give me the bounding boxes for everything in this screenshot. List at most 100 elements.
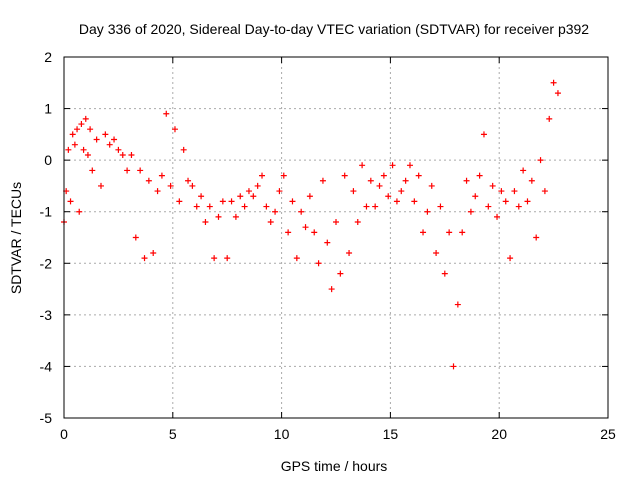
data-point [272, 208, 279, 215]
data-point [180, 146, 187, 153]
plot-frame [63, 56, 609, 419]
data-point [446, 229, 453, 236]
data-point [363, 203, 370, 210]
data-point [311, 229, 318, 236]
data-point [163, 110, 170, 117]
data-point [498, 188, 505, 195]
data-point [154, 188, 161, 195]
data-point [533, 234, 540, 241]
data-point [289, 198, 296, 205]
data-point [546, 115, 553, 122]
x-axis-label: GPS time / hours [281, 458, 388, 474]
data-point [254, 182, 261, 189]
data-point [354, 219, 361, 226]
data-point [267, 219, 274, 226]
data-point [406, 162, 413, 169]
data-point [376, 182, 383, 189]
data-point [550, 79, 557, 86]
data-point [206, 203, 213, 210]
data-point [224, 255, 231, 262]
data-point [263, 203, 270, 210]
data-point [380, 172, 387, 179]
data-points [61, 79, 561, 370]
x-tick-label: 25 [600, 426, 616, 442]
data-point [507, 255, 514, 262]
data-point [145, 177, 152, 184]
data-point [459, 229, 466, 236]
data-point [328, 286, 335, 293]
data-point [74, 126, 81, 133]
data-point [71, 141, 78, 148]
data-point [115, 146, 122, 153]
data-point [528, 177, 535, 184]
data-point [476, 172, 483, 179]
x-tick-label: 20 [491, 426, 507, 442]
data-point [341, 172, 348, 179]
data-point [472, 193, 479, 200]
data-point [359, 162, 366, 169]
data-point [511, 188, 518, 195]
data-point [250, 193, 257, 200]
data-point [111, 136, 118, 143]
y-tick-label: 2 [44, 49, 52, 65]
data-point [367, 177, 374, 184]
data-point [76, 208, 83, 215]
data-point [420, 229, 427, 236]
data-point [211, 255, 218, 262]
data-point [350, 188, 357, 195]
data-point [494, 213, 501, 220]
data-point [232, 213, 239, 220]
y-axis-label: SDTVAR / TECUs [8, 182, 24, 294]
y-tick-label: -2 [40, 255, 53, 271]
data-point [389, 162, 396, 169]
data-point [393, 198, 400, 205]
data-point [132, 234, 139, 241]
data-point [450, 363, 457, 370]
data-point [324, 239, 331, 246]
data-point [141, 255, 148, 262]
data-point [554, 90, 561, 97]
data-point [97, 182, 104, 189]
data-point [65, 146, 72, 153]
data-point [137, 167, 144, 174]
data-point [171, 126, 178, 133]
data-point [385, 193, 392, 200]
data-point [158, 172, 165, 179]
data-point [520, 167, 527, 174]
data-point [219, 198, 226, 205]
data-point [82, 115, 89, 122]
data-point [402, 177, 409, 184]
data-point [428, 182, 435, 189]
data-point [228, 198, 235, 205]
data-point [333, 219, 339, 226]
data-point [515, 203, 522, 210]
data-point [193, 203, 200, 210]
x-tick-label: 10 [274, 426, 290, 442]
data-point [119, 151, 126, 158]
data-point [315, 260, 322, 267]
data-point [424, 208, 431, 215]
y-tick-label: -1 [40, 204, 53, 220]
data-point [346, 249, 353, 256]
axis-ticks: 0 5 10 15 20 25 -5 -4 -3 -2 -1 0 1 2 [40, 49, 616, 442]
y-tick-label: -3 [40, 307, 53, 323]
data-point [280, 172, 287, 179]
data-point [467, 208, 474, 215]
data-point [298, 208, 305, 215]
x-tick-label: 15 [383, 426, 399, 442]
data-point [93, 136, 100, 143]
data-point [237, 193, 244, 200]
data-point [215, 213, 222, 220]
series-sdtvar [61, 79, 561, 370]
data-point [319, 177, 326, 184]
data-point [102, 131, 109, 138]
data-point [198, 193, 205, 200]
data-point [189, 182, 196, 189]
data-point [69, 131, 76, 138]
data-point [372, 203, 379, 210]
data-point [285, 229, 292, 236]
data-point [502, 198, 509, 205]
data-point [185, 177, 192, 184]
data-point [454, 301, 461, 308]
